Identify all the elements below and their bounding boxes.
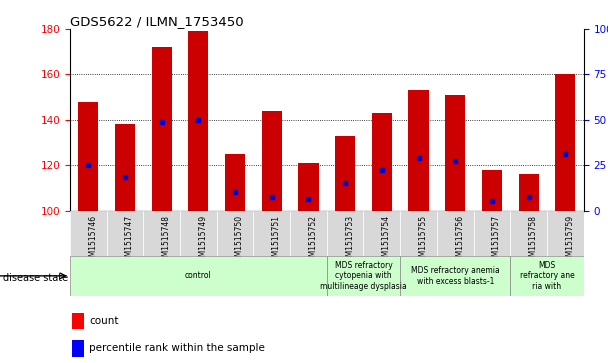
Text: GSM1515753: GSM1515753 [345, 215, 354, 266]
Text: GSM1515759: GSM1515759 [565, 215, 575, 266]
Bar [474, 211, 510, 256]
Bar [188, 31, 209, 211]
Text: GSM1515756: GSM1515756 [455, 215, 465, 266]
Bar [519, 174, 539, 211]
Bar [143, 211, 180, 256]
Bar [254, 211, 290, 256]
Text: control: control [185, 272, 212, 280]
Text: MDS refractory anemia
with excess blasts-1: MDS refractory anemia with excess blasts… [411, 266, 500, 286]
Bar [70, 256, 327, 296]
Bar [437, 211, 474, 256]
Bar [216, 211, 254, 256]
Bar [78, 102, 98, 211]
Bar [400, 211, 437, 256]
Bar [371, 113, 392, 211]
Text: GSM1515747: GSM1515747 [125, 215, 134, 266]
Bar [106, 211, 143, 256]
Bar [72, 340, 84, 356]
Text: GDS5622 / ILMN_1753450: GDS5622 / ILMN_1753450 [70, 15, 244, 28]
Bar [72, 313, 84, 330]
Text: MDS refractory
cytopenia with
multilineage dysplasia: MDS refractory cytopenia with multilinea… [320, 261, 407, 291]
Bar [482, 170, 502, 211]
Bar [290, 211, 327, 256]
Text: GSM1515749: GSM1515749 [198, 215, 207, 266]
Bar [400, 256, 510, 296]
Bar [547, 211, 584, 256]
Text: GSM1515755: GSM1515755 [418, 215, 427, 266]
Text: GSM1515757: GSM1515757 [492, 215, 501, 266]
Text: GSM1515746: GSM1515746 [88, 215, 97, 266]
Bar [115, 124, 135, 211]
Text: count: count [89, 316, 119, 326]
Text: GSM1515758: GSM1515758 [528, 215, 537, 266]
Bar [409, 90, 429, 211]
Bar [327, 211, 364, 256]
Bar [70, 211, 106, 256]
Bar [180, 211, 216, 256]
Bar [510, 256, 584, 296]
Bar [299, 163, 319, 211]
Text: GSM1515752: GSM1515752 [308, 215, 317, 266]
Bar [364, 211, 400, 256]
Text: GSM1515748: GSM1515748 [162, 215, 171, 266]
Bar [225, 154, 245, 211]
Bar [335, 136, 355, 211]
Bar [261, 111, 282, 211]
Text: GSM1515750: GSM1515750 [235, 215, 244, 266]
Text: MDS
refractory ane
ria with: MDS refractory ane ria with [520, 261, 575, 291]
Text: GSM1515754: GSM1515754 [382, 215, 391, 266]
Bar [510, 211, 547, 256]
Bar [151, 47, 171, 211]
Text: GSM1515751: GSM1515751 [272, 215, 281, 266]
Bar [445, 95, 465, 211]
Text: disease state: disease state [3, 273, 68, 283]
Bar [327, 256, 400, 296]
Text: percentile rank within the sample: percentile rank within the sample [89, 343, 265, 354]
Bar [555, 74, 575, 211]
